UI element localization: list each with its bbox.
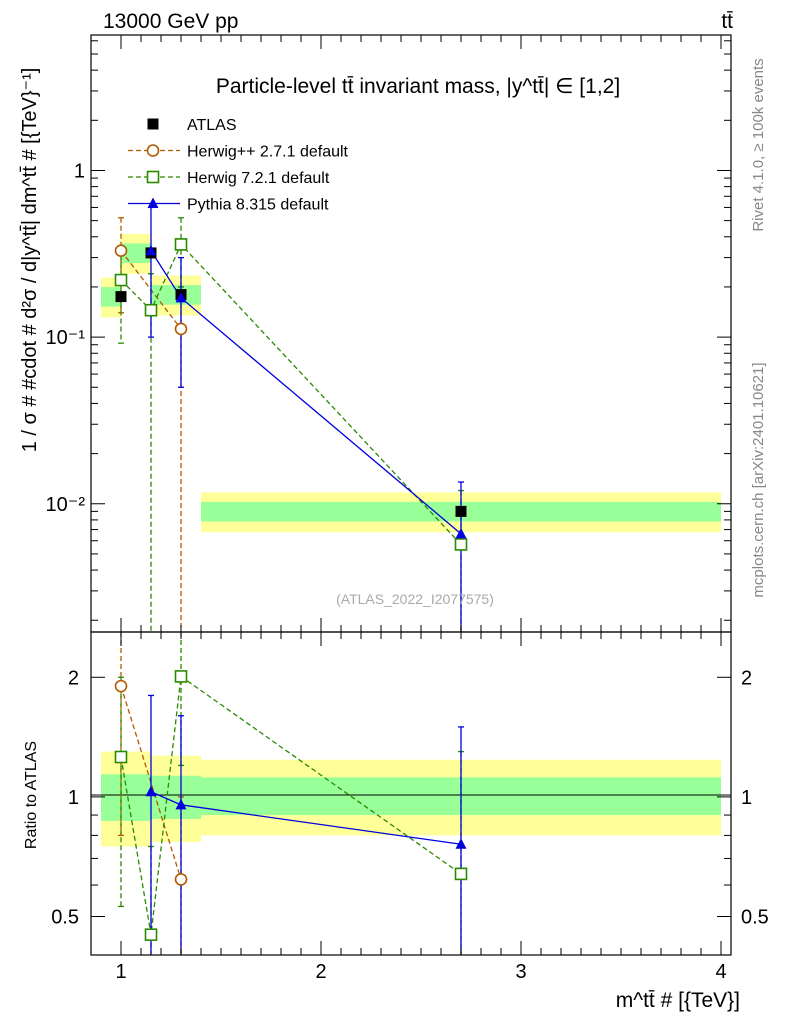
watermark: (ATLAS_2022_I2077575)	[336, 591, 494, 607]
ratio-herwig-2-7-1-default-point	[174, 873, 188, 886]
ratio-y-tick-label-left: 1	[68, 787, 79, 809]
mcplots-label: mcplots.cern.ch [arXiv:2401.10621]	[750, 362, 767, 597]
pythia-8-315-default-point	[175, 291, 187, 303]
legend-marker-herwig-7-2-1-default	[146, 170, 160, 184]
herwig-7-2-1-default-point	[454, 538, 468, 551]
ratio-y-tick-label-right: 0.5	[741, 906, 769, 928]
x-tick-label: 3	[515, 961, 526, 983]
ratio-axis-ticks: 0.5 0.5 1 1 2 2 1 2 3 4	[51, 632, 769, 983]
herwig-7-2-1-default-point	[144, 303, 158, 317]
ratio-herwig-2-7-1-default-point	[114, 679, 128, 693]
main-title: Particle-level tt̄ invariant mass, |y^tt…	[216, 75, 620, 98]
ratio-series-group	[114, 632, 468, 955]
legend-marker-herwig-2-7-1-default	[146, 144, 160, 157]
ratio-uncertainty-bands	[101, 751, 721, 847]
herwig-2-7-1-default-point	[174, 322, 188, 336]
legend-marker-atlas	[147, 118, 159, 130]
header-left: 13000 GeV pp	[103, 10, 238, 33]
ratio-herwig-7-2-1-default-point	[114, 750, 128, 764]
ratio-y-tick-label-right: 2	[741, 667, 752, 689]
ratio-pythia-8-315-default-point	[145, 785, 157, 797]
herwig-7-2-1-default-point	[174, 238, 188, 251]
main-y-tick-label: 1	[74, 160, 85, 182]
main-band-green	[121, 243, 151, 264]
pythia-8-315-default-point	[145, 244, 157, 256]
legend-label-pythia-8-315-default: Pythia 8.315 default	[187, 197, 329, 214]
ratio-frame	[90, 631, 732, 956]
ratio-pythia-8-315-default-point	[175, 798, 187, 810]
ratio-y-tick-label-right: 1	[741, 787, 752, 809]
ratio-herwig-7-2-1-default-point	[174, 670, 188, 683]
pythia-8-315-default-point	[455, 527, 467, 539]
ratio-band-green	[151, 775, 201, 819]
main-axis-ticks: 10⁻² 10⁻¹ 1	[46, 35, 731, 632]
main-y-axis-label: 1 / σ # #cdot # d²σ / d|y^tt̄| dm^tt̄ # …	[19, 68, 41, 453]
legend-marker-pythia-8-315-default	[147, 197, 159, 208]
legend: ATLAS Herwig++ 2.7.1 default Herwig 7.2.1 …	[128, 117, 349, 214]
herwig-2-7-1-default-point	[114, 244, 128, 258]
header-right: tt̄	[721, 10, 733, 33]
atlas-point	[115, 291, 127, 303]
ratio-y-axis-label: Ratio to ATLAS	[23, 741, 40, 849]
x-tick-label: 1	[115, 961, 126, 983]
atlas-point	[455, 505, 467, 517]
rivet-label: Rivet 4.1.0, ≥ 100k events	[750, 58, 767, 231]
main-series-group	[114, 206, 468, 632]
ratio-herwig-7-2-1-default-line	[120, 675, 462, 935]
legend-label-atlas: ATLAS	[187, 117, 237, 134]
main-y-tick-label: 10⁻²	[46, 494, 86, 516]
ratio-y-tick-label-left: 2	[68, 667, 79, 689]
legend-label-herwig-2-7-1-default: Herwig++ 2.7.1 default	[187, 144, 349, 161]
main-uncertainty-bands	[101, 233, 721, 533]
ratio-herwig-7-2-1-default-point	[454, 867, 468, 881]
ratio-panel: 0.5 0.5 1 1 2 2 1 2 3 4 Ratio to ATLAS m^tt̄ # [{…	[23, 631, 769, 1012]
ratio-herwig-2-7-1-default-line	[120, 685, 182, 880]
main-y-tick-label: 10⁻¹	[46, 327, 86, 349]
ratio-band-green	[101, 774, 121, 821]
main-panel: 10⁻² 10⁻¹ 1 Particle-level tt̄ invariant m…	[19, 34, 732, 633]
ratio-pythia-8-315-default-point	[455, 838, 467, 849]
herwig-7-2-1-default-line	[120, 243, 462, 545]
x-axis-label: m^tt̄ # [{TeV}]	[616, 989, 740, 1012]
x-tick-label: 4	[715, 961, 726, 983]
herwig-7-2-1-default-point	[114, 273, 128, 287]
ratio-band-green	[121, 774, 151, 821]
ratio-herwig-7-2-1-default-point	[144, 928, 158, 941]
legend-label-herwig-7-2-1-default: Herwig 7.2.1 default	[187, 170, 330, 187]
x-tick-label: 2	[315, 961, 326, 983]
ratio-y-tick-label-left: 0.5	[51, 906, 79, 928]
